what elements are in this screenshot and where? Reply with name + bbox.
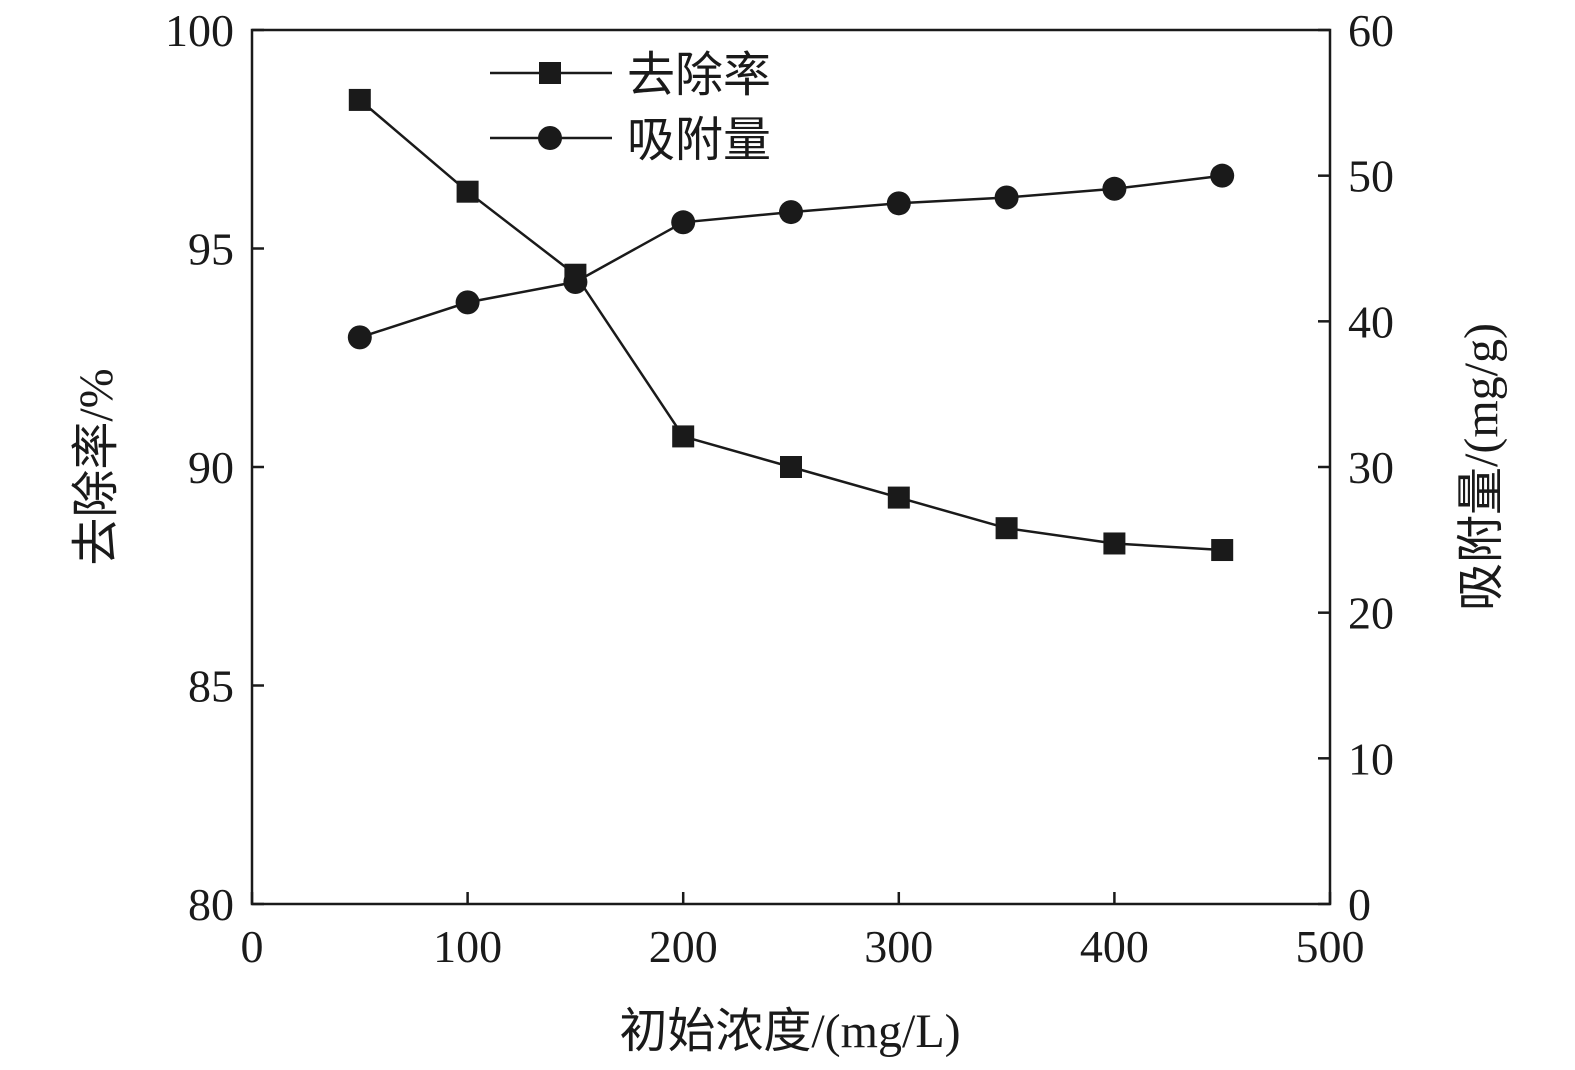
data-point-removal-rate [1211, 539, 1234, 562]
data-point-adsorption [671, 210, 696, 235]
data-point-removal-rate [995, 517, 1018, 540]
right-y-tick-label: 0 [1348, 879, 1371, 930]
left-y-tick-label: 95 [188, 224, 234, 275]
x-tick-label: 500 [1296, 921, 1365, 972]
legend-square-marker [539, 62, 561, 84]
legend-circle-marker [538, 126, 562, 150]
x-tick-label: 100 [433, 921, 502, 972]
right-y-tick-label: 60 [1348, 5, 1394, 56]
data-point-adsorption [1210, 163, 1235, 188]
data-point-removal-rate [672, 425, 695, 448]
data-point-adsorption [886, 191, 911, 216]
x-axis-title: 初始浓度/(mg/L) [619, 1005, 960, 1058]
data-point-removal-rate [456, 180, 479, 203]
right-y-tick-label: 30 [1348, 442, 1394, 493]
series-layer [347, 88, 1235, 562]
legend-label-adsorption: 吸附量 [627, 114, 771, 167]
series-line-removal-rate [358, 98, 1223, 552]
left-y-tick-label: 80 [188, 879, 234, 930]
data-point-adsorption [994, 185, 1019, 210]
x-axis-ticks: 0 100 200 300 400 500 [241, 892, 1365, 972]
right-y-tick-label: 50 [1348, 151, 1394, 202]
data-point-adsorption [455, 290, 480, 315]
legend: 去除率 吸附量 [490, 49, 771, 167]
data-point-adsorption [779, 200, 803, 225]
right-y-tick-label: 10 [1348, 733, 1394, 784]
data-point-adsorption [1102, 176, 1127, 201]
data-point-adsorption [563, 270, 588, 295]
x-tick-label: 200 [649, 921, 718, 972]
legend-label-removal: 去除率 [627, 49, 771, 102]
left-y-tick-label: 85 [188, 661, 234, 712]
data-point-removal-rate [780, 456, 802, 478]
right-y-axis-title: 吸附量/(mg/g) [1455, 323, 1508, 611]
right-y-tick-label: 40 [1348, 296, 1394, 347]
data-point-removal-rate [887, 486, 910, 509]
left-y-axis-title: 去除率/% [70, 368, 123, 565]
left-y-tick-label: 90 [188, 442, 234, 493]
right-y-axis-ticks: 0 10 20 30 40 50 60 [1318, 5, 1394, 930]
left-y-axis-ticks: 80 85 90 95 100 [165, 5, 264, 930]
data-point-removal-rate [1103, 532, 1126, 555]
x-tick-label: 0 [241, 921, 264, 972]
data-point-removal-rate [348, 88, 371, 111]
left-y-tick-label: 100 [165, 5, 234, 56]
data-point-adsorption [347, 325, 372, 350]
x-tick-label: 300 [864, 921, 933, 972]
series-line-adsorption [359, 174, 1223, 339]
right-y-tick-label: 20 [1348, 588, 1394, 639]
x-tick-label: 400 [1080, 921, 1149, 972]
